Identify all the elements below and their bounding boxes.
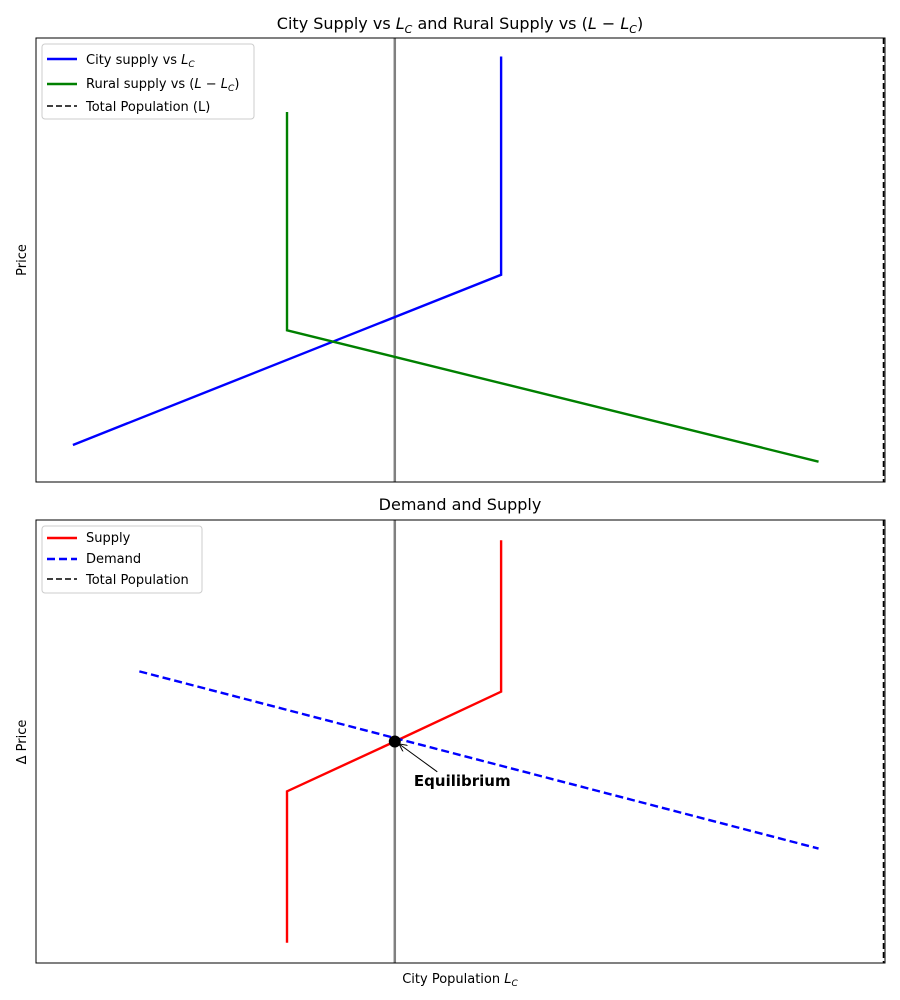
y-axis-label: Price [15,244,30,276]
equilibrium-label: Equilibrium [414,772,511,790]
y-axis-label: Δ Price [15,720,30,765]
chart-city-rural-supply: City Supply vs LC and Rural Supply vs (L… [15,14,886,483]
equilibrium-arrow [400,745,438,773]
legend-label-total-population: Total Population (L) [85,100,210,115]
legend-label-rural: Rural supply vs (L − LC) [86,77,239,94]
plot-frame [35,37,886,483]
legend-label-total-population: Total Population [85,573,189,588]
legend-label-demand: Demand [86,552,141,567]
legend-label-city: City supply vs LC [86,53,195,70]
chart-title: Demand and Supply [379,495,542,514]
rural-supply-line [285,112,819,463]
plot-frame [35,519,886,964]
x-axis-label: City Population LC [402,972,518,989]
legend-label-supply: Supply [86,531,131,546]
demand-line [139,670,819,850]
equilibrium-point [388,735,401,748]
chart-demand-supply: Demand and Supply Δ Price City Populatio… [15,495,886,989]
chart-title: City Supply vs LC and Rural Supply vs (L… [277,14,643,36]
legend: City supply vs LC Rural supply vs (L − L… [41,43,255,120]
city-supply-line [72,56,503,447]
legend: Supply Demand Total Population [41,525,203,594]
